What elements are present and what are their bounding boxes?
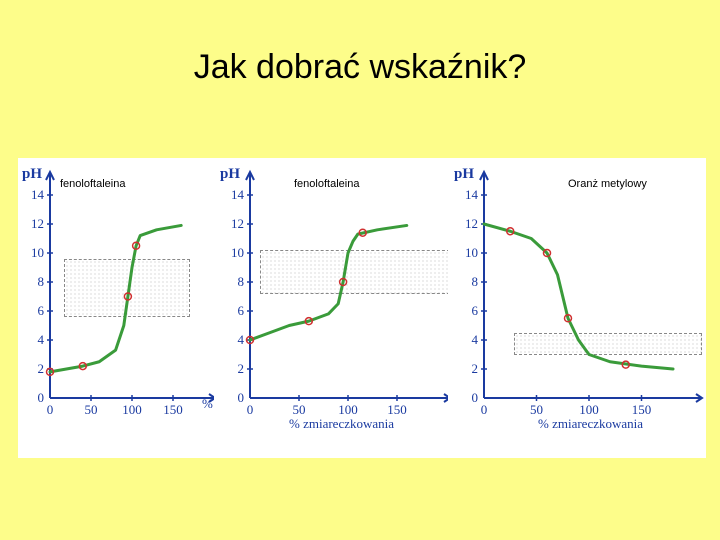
chart-panel-3: Oranż metylowypH02468101214050100150% zm… [448,158,706,458]
page-title: Jak dobrać wskaźnik? [0,0,720,87]
charts-row: fenoloftaleinapH02468101214050100150% fe… [18,158,708,458]
titration-curve [448,158,708,458]
chart-panel-1: fenoloftaleinapH02468101214050100150% [18,158,218,458]
chart-panel-2: fenoloftaleinapH02468101214050100150% zm… [214,158,452,458]
titration-curve [214,158,474,458]
